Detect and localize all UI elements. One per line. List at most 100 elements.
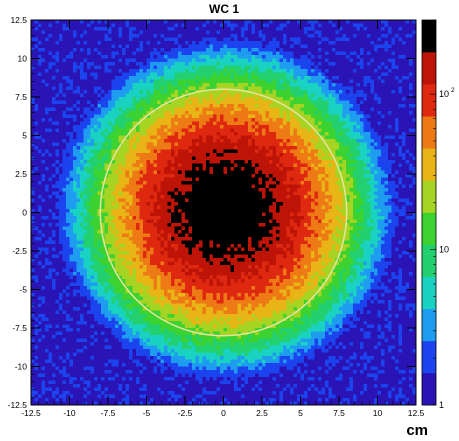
heatmap-cell (59, 114, 63, 119)
heatmap-cell (167, 170, 172, 175)
heatmap-cell (132, 86, 137, 91)
heatmap-cell (171, 160, 175, 164)
heatmap-cell (97, 345, 102, 350)
heatmap-cell (174, 380, 179, 385)
heatmap-cell (69, 398, 74, 402)
heatmap-cell (132, 111, 137, 115)
heatmap-cell (80, 205, 84, 210)
heatmap-cell (52, 198, 56, 203)
heatmap-cell (108, 279, 112, 283)
heatmap-cell (188, 62, 193, 66)
heatmap-cell (129, 324, 133, 329)
heatmap-cell (160, 279, 165, 283)
heatmap-cell (122, 160, 126, 164)
heatmap-cell (136, 27, 140, 31)
heatmap-cell (150, 296, 154, 301)
heatmap-cell (146, 401, 151, 406)
heatmap-cell (178, 328, 182, 332)
heatmap-cell (62, 97, 67, 101)
heatmap-cell (66, 212, 70, 217)
heatmap-cell (178, 384, 182, 388)
heatmap-cell (160, 184, 165, 189)
heatmap-cell (48, 258, 53, 262)
heatmap-cell (73, 139, 77, 143)
heatmap-cell (185, 58, 189, 63)
heatmap-cell (97, 41, 102, 45)
heatmap-cell (101, 352, 105, 357)
heatmap-cell (171, 342, 175, 346)
heatmap-cell (87, 324, 91, 329)
heatmap-cell (136, 170, 140, 175)
heatmap-cell (157, 328, 161, 332)
heatmap-cell (73, 209, 77, 213)
heatmap-cell (69, 380, 74, 385)
heatmap-cell (38, 303, 42, 308)
heatmap-cell (181, 41, 186, 45)
heatmap-cell (139, 128, 144, 133)
heatmap-cell (59, 195, 63, 199)
heatmap-cell (76, 240, 81, 245)
heatmap-cell (181, 146, 186, 150)
heatmap-cell (178, 401, 182, 406)
heatmap-cell (171, 251, 175, 255)
heatmap-cell (174, 331, 179, 336)
heatmap-cell (178, 359, 182, 364)
heatmap-cell (185, 289, 189, 294)
heatmap-cell (136, 142, 140, 147)
heatmap-cell (101, 72, 105, 77)
heatmap-cell (87, 303, 91, 308)
heatmap-cell (108, 118, 112, 122)
heatmap-cell (73, 181, 77, 185)
heatmap-cell (48, 41, 53, 45)
heatmap-cell (66, 275, 70, 280)
heatmap-cell (69, 86, 74, 91)
heatmap-cell (66, 195, 70, 199)
heatmap-cell (34, 128, 39, 133)
heatmap-cell (104, 146, 109, 150)
heatmap-cell (171, 293, 175, 297)
heatmap-cell (108, 128, 112, 133)
heatmap-cell (132, 363, 137, 367)
heatmap-cell (101, 93, 105, 98)
heatmap-cell (87, 65, 91, 70)
heatmap-cell (80, 167, 84, 171)
heatmap-cell (52, 107, 56, 112)
heatmap-cell (178, 216, 182, 220)
heatmap-cell (52, 58, 56, 63)
heatmap-cell (111, 118, 116, 122)
heatmap-cell (45, 212, 49, 217)
heatmap-cell (101, 342, 105, 346)
heatmap-cell (83, 93, 88, 98)
heatmap-cell (104, 345, 109, 350)
heatmap-cell (164, 90, 168, 94)
heatmap-cell (55, 90, 60, 94)
heatmap-cell (125, 359, 130, 364)
heatmap-cell (150, 146, 154, 150)
heatmap-cell (104, 303, 109, 308)
heatmap-cell (150, 272, 154, 276)
heatmap-cell (101, 216, 105, 220)
heatmap-cell (153, 233, 158, 238)
heatmap-cell (129, 121, 133, 126)
heatmap-cell (52, 251, 56, 255)
heatmap-cell (62, 142, 67, 147)
heatmap-cell (150, 163, 154, 168)
heatmap-cell (83, 370, 88, 374)
heatmap-cell (34, 272, 39, 276)
heatmap-cell (66, 391, 70, 395)
heatmap-cell (153, 384, 158, 388)
heatmap-cell (80, 90, 84, 94)
heatmap-cell (104, 212, 109, 217)
heatmap-cell (125, 286, 130, 290)
heatmap-cell (132, 226, 137, 231)
heatmap-cell (136, 83, 140, 87)
heatmap-cell (97, 230, 102, 234)
heatmap-cell (122, 76, 126, 80)
heatmap-cell (87, 352, 91, 357)
heatmap-cell (132, 268, 137, 273)
heatmap-cell (111, 44, 116, 49)
heatmap-cell (41, 391, 46, 395)
heatmap-cell (111, 394, 116, 399)
heatmap-cell (160, 254, 165, 259)
heatmap-cell (59, 58, 63, 63)
